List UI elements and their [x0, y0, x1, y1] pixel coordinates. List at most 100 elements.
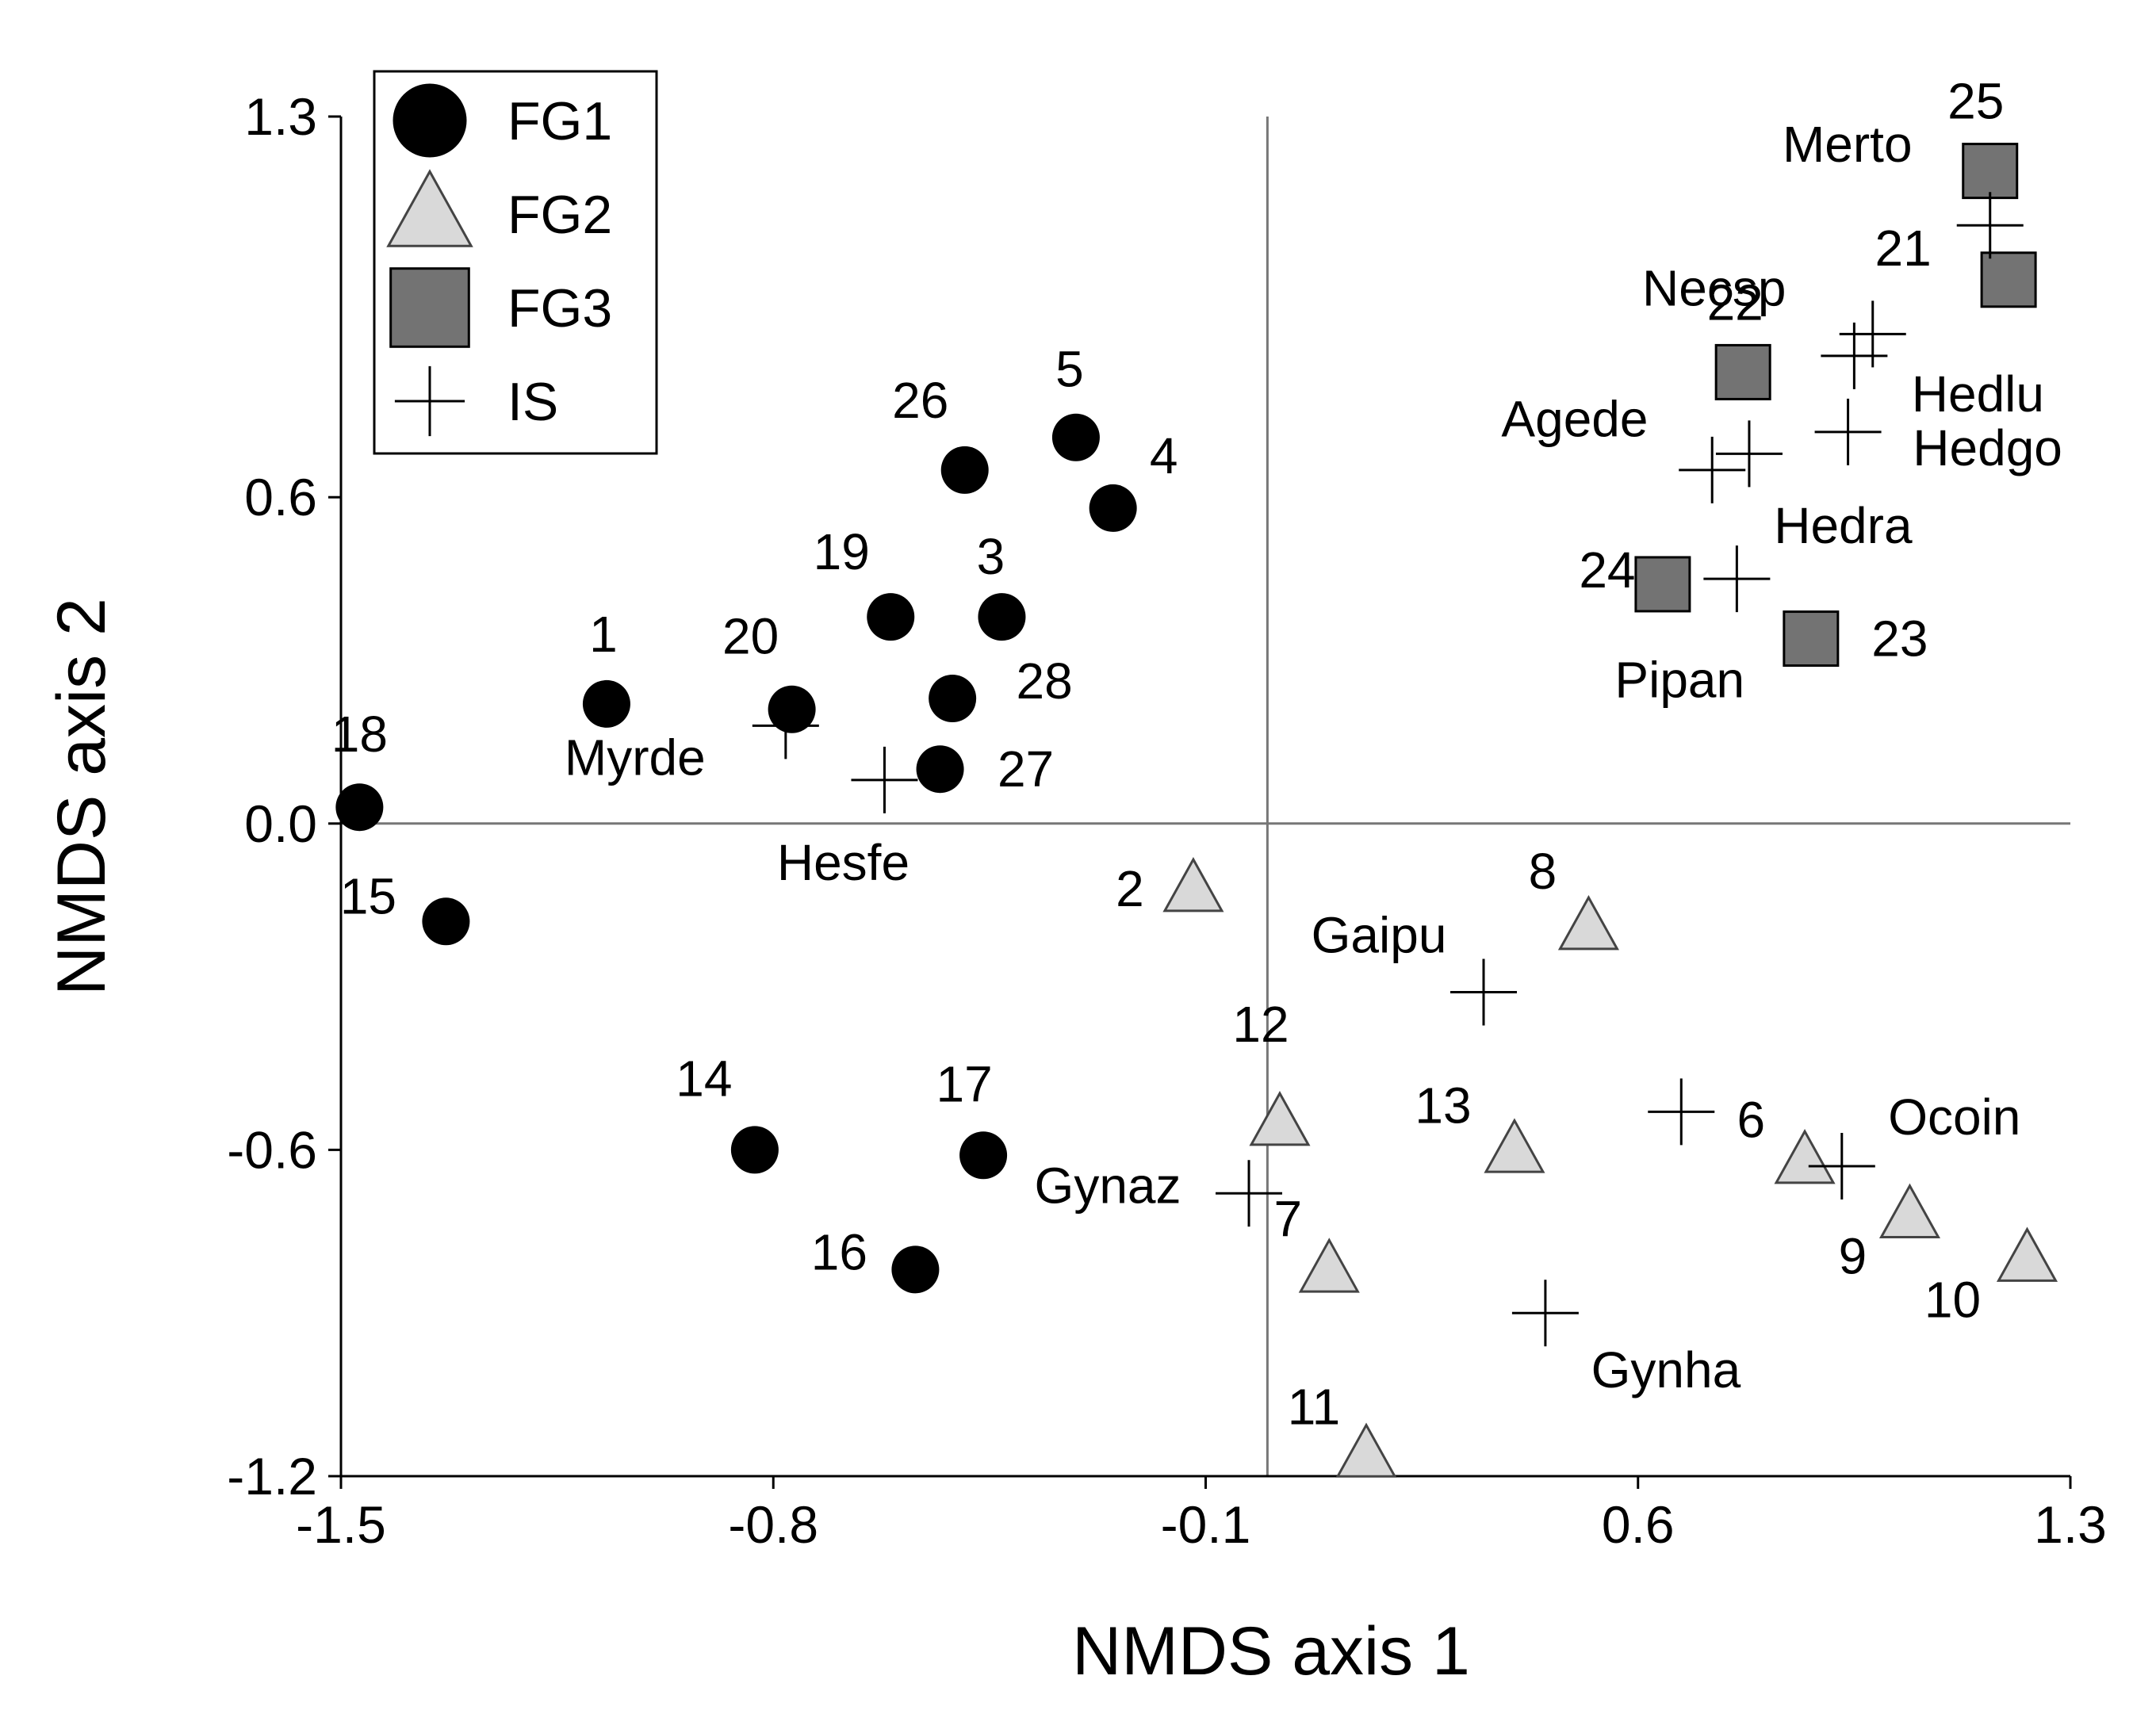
legend: FG1 FG2 FG3 IS — [373, 70, 658, 455]
species-label: Hedlu — [1912, 365, 2044, 423]
site-label: 11 — [1288, 1379, 1340, 1436]
axis-ticks: -1.5 -0.8 -0.1 0.6 1.3 -1.2 -0.6 0.0 0.6 1.3 — [227, 87, 2107, 1554]
site-label: 15 — [340, 867, 396, 924]
y-axis-title: NMDS axis 2 — [44, 598, 120, 996]
species-label: Hedgo — [1913, 419, 2062, 476]
is-point — [1679, 436, 1746, 503]
site-label: 18 — [331, 706, 388, 763]
x-tick-label: -1.5 — [296, 1495, 386, 1554]
species-label: Necsp — [1642, 259, 1786, 316]
fg1-point — [978, 593, 1026, 641]
x-tick-label: 1.3 — [2034, 1495, 2107, 1554]
site-label: 12 — [1232, 996, 1289, 1053]
site-label: 16 — [811, 1223, 867, 1280]
is-point — [1511, 1280, 1579, 1347]
y-tick-label: 1.3 — [244, 87, 317, 146]
is-point — [1814, 398, 1882, 465]
site-label: 22 — [1707, 274, 1763, 331]
x-tick-label: -0.1 — [1161, 1495, 1251, 1554]
species-label: Hesfe — [777, 834, 910, 891]
fg2-point — [1996, 1226, 2058, 1282]
species-label: Myrde — [565, 729, 706, 786]
species-label: Gynaz — [1035, 1157, 1181, 1214]
legend-fg1-label: FG1 — [507, 91, 612, 151]
y-tick-label: -1.2 — [227, 1447, 317, 1505]
is-point — [1216, 1160, 1283, 1227]
site-label: 13 — [1415, 1077, 1471, 1134]
is-point — [851, 746, 918, 813]
x-tick-label: 0.6 — [1602, 1495, 1675, 1554]
fg1-point — [891, 1245, 940, 1294]
site-label: 17 — [936, 1055, 992, 1112]
site-label: 2 — [1116, 860, 1144, 917]
y-tick-label: -0.6 — [227, 1120, 317, 1179]
data-markers — [335, 143, 2058, 1478]
legend-fg2-marker — [386, 169, 473, 247]
species-label: Merto — [1783, 116, 1913, 173]
fg2-point — [1249, 1091, 1311, 1146]
is-point — [1839, 300, 1906, 368]
fg1-point — [768, 685, 816, 733]
fg3-point — [1714, 343, 1771, 400]
legend-fg2-label: FG2 — [507, 185, 612, 245]
site-label: 20 — [722, 608, 779, 665]
is-point — [1648, 1078, 1715, 1146]
species-label: Agede — [1501, 390, 1648, 447]
x-tick-label: -0.8 — [728, 1495, 818, 1554]
x-axis-title: NMDS axis 1 — [1072, 1613, 1470, 1689]
site-label: 14 — [676, 1050, 732, 1107]
fg2-point — [1484, 1118, 1545, 1173]
is-point — [1821, 322, 1888, 389]
fg1-point — [959, 1131, 1008, 1180]
species-label: Hedra — [1774, 497, 1913, 554]
fg2-point — [1774, 1129, 1836, 1184]
fg1-point — [422, 897, 470, 946]
is-point — [1808, 1132, 1875, 1199]
is-point — [1703, 545, 1771, 613]
species-label: Gaipu — [1312, 906, 1447, 963]
fg3-point — [1634, 556, 1691, 613]
point-labels: 1345141516171819202627282789101112132122… — [331, 73, 2062, 1436]
fg1-point — [916, 745, 964, 794]
species-label: Pipan — [1614, 652, 1744, 709]
site-label: 10 — [1924, 1272, 1981, 1329]
y-tick-label: 0.0 — [244, 794, 317, 853]
species-label: Gynha — [1591, 1341, 1741, 1398]
site-label: 27 — [998, 740, 1054, 798]
site-label: 4 — [1150, 427, 1178, 484]
is-point — [1450, 958, 1518, 1026]
site-label: 24 — [1579, 541, 1635, 599]
fg2-point — [1557, 895, 1619, 951]
species-label: 6 — [1737, 1091, 1765, 1148]
reference-lines — [341, 117, 2070, 1476]
legend-is-label: IS — [507, 372, 558, 432]
fg1-point — [582, 679, 630, 728]
fg1-point — [929, 675, 977, 723]
y-tick-label: 0.6 — [244, 468, 317, 526]
fg2-point — [1162, 857, 1224, 912]
fg3-point — [1783, 610, 1840, 668]
fg1-point — [1089, 484, 1137, 532]
fg3-point — [1980, 251, 2037, 308]
fg2-point — [1335, 1422, 1397, 1478]
legend-is-marker — [394, 365, 465, 437]
site-label: 21 — [1875, 220, 1932, 277]
species-label: Ocoin — [1888, 1088, 2020, 1146]
site-label: 3 — [977, 528, 1005, 585]
fg2-point — [1298, 1238, 1360, 1293]
fg3-point — [1962, 143, 2019, 200]
legend-fg3-marker — [389, 267, 470, 348]
site-label: 5 — [1055, 341, 1084, 398]
legend-fg3-label: FG3 — [507, 278, 612, 339]
site-label: 8 — [1529, 843, 1557, 900]
is-point — [1715, 420, 1783, 488]
fg1-point — [867, 593, 915, 641]
site-label: 25 — [1947, 73, 2004, 130]
legend-fg1-marker — [393, 83, 467, 158]
site-label: 1 — [589, 606, 618, 663]
site-label: 28 — [1017, 652, 1073, 710]
fg1-point — [1051, 413, 1100, 461]
fg1-point — [730, 1126, 779, 1174]
site-label: 9 — [1839, 1228, 1867, 1285]
